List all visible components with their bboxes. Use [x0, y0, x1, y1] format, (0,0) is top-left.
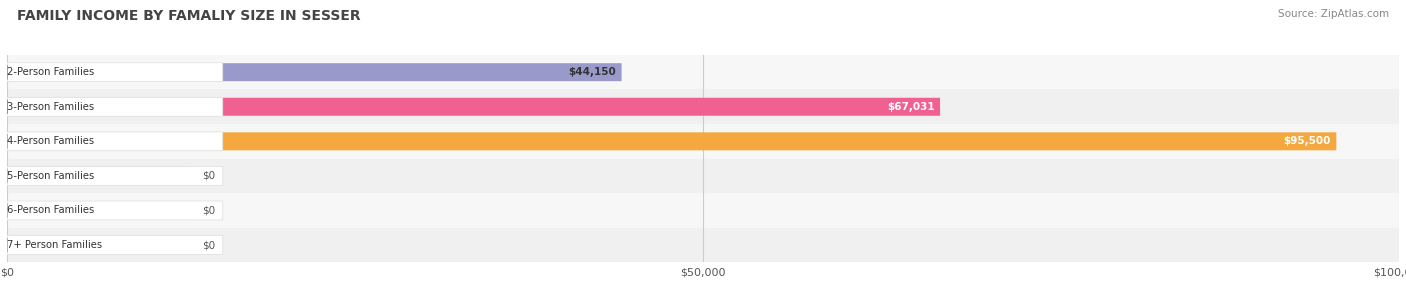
Text: $0: $0	[202, 206, 215, 215]
Text: 6-Person Families: 6-Person Families	[7, 206, 94, 215]
Text: $67,031: $67,031	[887, 102, 935, 112]
FancyBboxPatch shape	[6, 124, 1400, 159]
FancyBboxPatch shape	[7, 132, 222, 151]
Text: 5-Person Families: 5-Person Families	[7, 171, 94, 181]
FancyBboxPatch shape	[6, 55, 1400, 89]
Text: 7+ Person Families: 7+ Person Families	[7, 240, 103, 250]
FancyBboxPatch shape	[7, 167, 188, 185]
Text: $44,150: $44,150	[568, 67, 616, 77]
FancyBboxPatch shape	[7, 202, 188, 219]
Text: Source: ZipAtlas.com: Source: ZipAtlas.com	[1278, 9, 1389, 19]
FancyBboxPatch shape	[7, 236, 188, 254]
FancyBboxPatch shape	[7, 97, 222, 116]
FancyBboxPatch shape	[7, 167, 222, 185]
FancyBboxPatch shape	[6, 228, 1400, 262]
FancyBboxPatch shape	[7, 132, 1336, 150]
FancyBboxPatch shape	[7, 63, 222, 82]
Text: $0: $0	[202, 171, 215, 181]
FancyBboxPatch shape	[7, 235, 222, 254]
Text: 2-Person Families: 2-Person Families	[7, 67, 94, 77]
FancyBboxPatch shape	[6, 89, 1400, 124]
FancyBboxPatch shape	[7, 98, 941, 116]
Text: $95,500: $95,500	[1284, 136, 1330, 146]
Text: FAMILY INCOME BY FAMALIY SIZE IN SESSER: FAMILY INCOME BY FAMALIY SIZE IN SESSER	[17, 9, 360, 23]
FancyBboxPatch shape	[7, 201, 222, 220]
FancyBboxPatch shape	[7, 63, 621, 81]
Text: 4-Person Families: 4-Person Families	[7, 136, 94, 146]
FancyBboxPatch shape	[6, 159, 1400, 193]
Text: $0: $0	[202, 240, 215, 250]
Text: 3-Person Families: 3-Person Families	[7, 102, 94, 112]
FancyBboxPatch shape	[6, 193, 1400, 228]
